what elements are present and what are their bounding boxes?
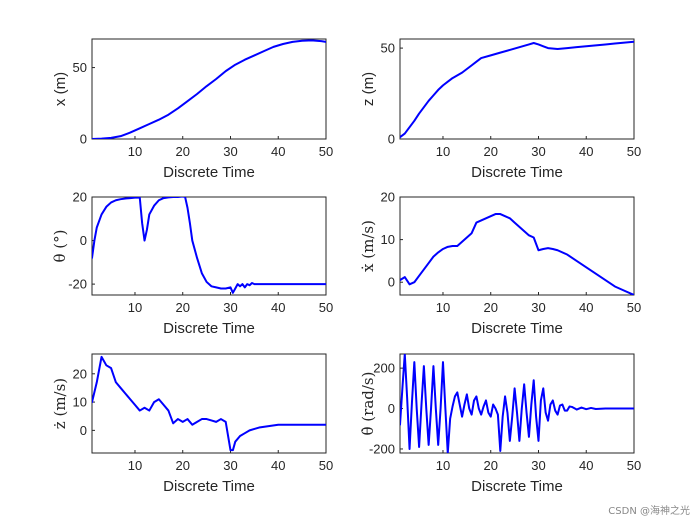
- x-tick-label: 40: [271, 144, 285, 159]
- plot-area: [91, 38, 327, 140]
- y-tick-label: -20: [68, 277, 87, 292]
- x-tick-label: 50: [319, 300, 333, 315]
- x-tick-label: 20: [484, 458, 498, 473]
- x-tick-label: 10: [128, 144, 142, 159]
- y-axis-label: θ̇ (rad/s): [359, 372, 377, 436]
- y-axis-label: ż (m/s): [51, 378, 69, 429]
- panel-z-velocity: 10 20 30 40 50 0 10 20 Discrete Time ż (m/s): [51, 353, 333, 495]
- x-tick-label: 10: [436, 300, 450, 315]
- panel-z-position: 10 20 30 40 50 0 50 Discrete Time z (m): [360, 38, 641, 181]
- y-tick-label: 20: [73, 366, 87, 381]
- x-tick-label: 40: [579, 144, 593, 159]
- x-tick-label: 50: [627, 458, 641, 473]
- y-axis-label: z (m): [360, 72, 377, 106]
- series-line-thetadot: [400, 354, 634, 453]
- y-tick-label: -200: [369, 441, 395, 456]
- series-line-x: [92, 39, 326, 139]
- x-tick-label: 30: [531, 300, 545, 315]
- y-tick-label: 50: [73, 60, 87, 75]
- y-tick-label: 200: [373, 361, 395, 376]
- y-tick-label: 10: [73, 395, 87, 410]
- y-tick-label: 0: [80, 132, 87, 147]
- y-tick-label: 0: [80, 233, 87, 248]
- x-tick-label: 30: [223, 144, 237, 159]
- series-line-zdot: [92, 355, 326, 452]
- x-tick-label: 10: [436, 144, 450, 159]
- y-tick-label: 20: [381, 190, 395, 205]
- x-tick-label: 50: [319, 144, 333, 159]
- plot-area: [399, 196, 635, 296]
- x-tick-label: 10: [436, 458, 450, 473]
- series-line-xdot: [400, 213, 634, 295]
- x-tick-label: 50: [627, 300, 641, 315]
- x-tick-label: 40: [271, 300, 285, 315]
- y-axis-label: θ (°): [51, 229, 69, 262]
- y-tick-label: 10: [381, 232, 395, 247]
- series-line-z: [400, 40, 634, 139]
- x-tick-label: 20: [484, 144, 498, 159]
- x-tick-label: 50: [319, 458, 333, 473]
- y-tick-label: 50: [381, 41, 395, 56]
- x-tick-label: 30: [531, 144, 545, 159]
- x-tick-label: 50: [627, 144, 641, 159]
- y-tick-label: 0: [388, 275, 395, 290]
- x-axis-label: Discrete Time: [471, 478, 563, 495]
- x-axis-label: Discrete Time: [163, 164, 255, 181]
- x-tick-label: 20: [176, 144, 190, 159]
- x-tick-label: 20: [176, 300, 190, 315]
- x-tick-label: 30: [223, 300, 237, 315]
- plot-area: [399, 38, 635, 140]
- x-tick-label: 10: [128, 458, 142, 473]
- x-axis-label: Discrete Time: [471, 320, 563, 337]
- x-axis-label: Discrete Time: [163, 478, 255, 495]
- x-axis-label: Discrete Time: [471, 164, 563, 181]
- panel-x-velocity: 10 20 30 40 50 0 10 20 Discrete Time ẋ (m/s): [359, 190, 641, 338]
- y-axis-label: x (m): [52, 72, 69, 106]
- x-tick-label: 40: [579, 300, 593, 315]
- panel-x-position: 10 20 30 40 50 0 50 Discrete Time x (m): [52, 38, 333, 181]
- panel-theta-rate: 10 20 30 40 50 -200 0 200 Discrete Time θ̇ (rad/s…: [359, 353, 641, 495]
- watermark: CSDN @海神之光: [608, 506, 690, 517]
- x-tick-label: 40: [271, 458, 285, 473]
- panel-theta: 10 20 30 40 50 -20 0 20 Discrete Time θ (°): [51, 190, 333, 338]
- x-axis-label: Discrete Time: [163, 320, 255, 337]
- y-axis-label: ẋ (m/s): [359, 220, 377, 272]
- y-tick-label: 20: [73, 190, 87, 205]
- plot-area: [91, 196, 327, 296]
- y-tick-label: 0: [388, 132, 395, 147]
- y-tick-label: 0: [388, 401, 395, 416]
- x-tick-label: 20: [176, 458, 190, 473]
- plot-area: [91, 353, 327, 454]
- x-tick-label: 10: [128, 300, 142, 315]
- x-tick-label: 40: [579, 458, 593, 473]
- y-tick-label: 0: [80, 423, 87, 438]
- x-tick-label: 30: [223, 458, 237, 473]
- x-tick-label: 30: [531, 458, 545, 473]
- x-tick-label: 20: [484, 300, 498, 315]
- series-line-theta: [92, 197, 326, 294]
